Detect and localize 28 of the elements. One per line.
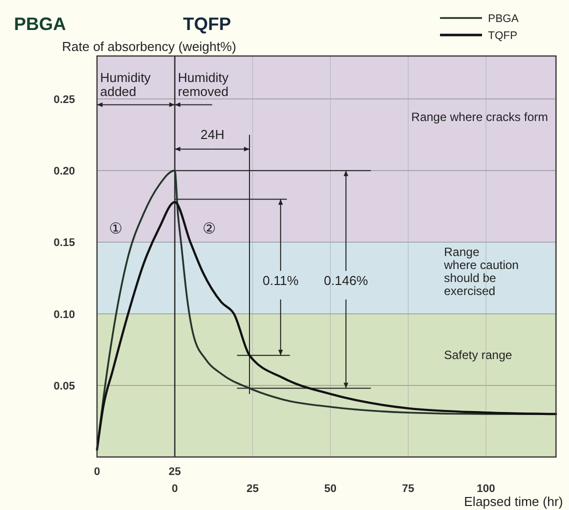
annotation: 0.146% [324, 273, 368, 288]
legend-label: TQFP [488, 30, 518, 42]
annotation: ① [109, 220, 122, 238]
annotation: Humidity removed [178, 70, 229, 99]
ref-line-label: 24H [200, 127, 224, 142]
y-tick-label: 0.15 [54, 237, 75, 250]
band-label: Safety range [444, 348, 512, 362]
annotation: Humidity added [100, 70, 152, 99]
legend-label: PBGA [488, 13, 520, 25]
x-tick-label: 50 [324, 483, 337, 495]
y-tick-label: 0.25 [54, 94, 75, 106]
y-tick-label: 0.20 [54, 166, 75, 178]
chart-title: PBGA [14, 14, 66, 34]
annotation: 0.11% [262, 273, 299, 288]
x-tick-label: 100 [476, 483, 496, 495]
band-label: Range where caution should be exercised [443, 245, 519, 298]
x-tick-label: 75 [402, 483, 414, 495]
x2-tick-label: 0 [94, 466, 100, 478]
y-tick-label: 0.10 [54, 308, 75, 321]
chart-subtitle: TQFP [183, 14, 231, 34]
y-axis-title: Rate of absorbency (weight%) [62, 39, 236, 54]
y-tick-label: 0.05 [54, 380, 75, 392]
annotation: ② [202, 220, 216, 238]
x-tick-label: 25 [246, 483, 259, 495]
x2-tick-label: 25 [168, 466, 181, 478]
band-label: Range where cracks form [411, 110, 548, 124]
x-tick-label: 0 [172, 483, 178, 495]
x-axis-title: Elapsed time (hr) [464, 494, 563, 509]
